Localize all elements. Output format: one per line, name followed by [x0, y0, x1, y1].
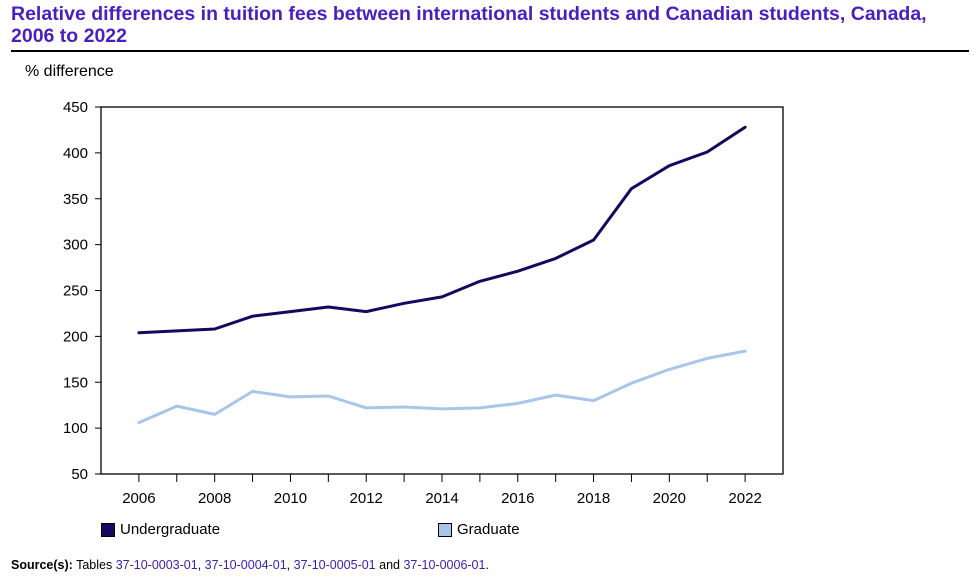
data-point-graduate — [175, 404, 178, 408]
y-tick-label: 400 — [63, 145, 88, 162]
x-tick-label: 2006 — [122, 490, 155, 507]
x-tick-label: 2008 — [198, 490, 231, 507]
source-sep-1: , — [197, 558, 205, 572]
data-point-undergraduate — [743, 125, 747, 129]
series-line-graduate — [137, 349, 747, 425]
legend-item-undergraduate: Undergraduate — [101, 521, 220, 538]
y-tick-label: 450 — [63, 99, 88, 116]
data-point-undergraduate — [402, 302, 406, 305]
y-tick-label: 50 — [71, 466, 88, 483]
legend-item-graduate: Graduate — [438, 521, 520, 538]
data-point-undergraduate — [478, 280, 482, 283]
y-tick-label: 100 — [63, 420, 88, 437]
data-point-graduate — [592, 399, 595, 402]
source-link-table-3[interactable]: 37-10-0005-01 — [293, 558, 376, 572]
data-point-undergraduate — [251, 314, 254, 318]
y-tick-label: 150 — [63, 374, 88, 391]
source-sep-3: and — [375, 558, 404, 572]
data-point-undergraduate — [213, 327, 216, 331]
data-point-graduate — [402, 405, 406, 409]
data-point-graduate — [440, 407, 444, 411]
data-point-undergraduate — [592, 238, 595, 242]
y-tick-label: 200 — [63, 328, 88, 345]
y-tick-label: 350 — [63, 191, 88, 208]
data-point-graduate — [668, 368, 671, 371]
y-tick-label: 300 — [63, 237, 88, 254]
series-line-undergraduate — [137, 125, 747, 335]
x-tick-label: 2018 — [577, 490, 610, 507]
data-point-undergraduate — [706, 150, 709, 154]
data-point-graduate — [706, 357, 709, 360]
data-point-undergraduate — [175, 329, 178, 333]
x-tick-label: 2020 — [653, 490, 686, 507]
source-prefix: Tables — [72, 558, 116, 572]
x-tick-label: 2010 — [274, 490, 307, 507]
source-sep-2: , — [286, 558, 294, 572]
data-point-graduate — [554, 393, 557, 397]
source-link-table-2[interactable]: 37-10-0004-01 — [204, 558, 287, 572]
data-point-undergraduate — [440, 295, 444, 299]
y-axis-label: % difference — [25, 63, 114, 80]
data-point-graduate — [630, 381, 633, 385]
x-tick-label: 2012 — [350, 490, 383, 507]
data-point-undergraduate — [289, 310, 292, 313]
legend-label-graduate: Graduate — [457, 521, 520, 538]
data-point-graduate — [251, 390, 254, 393]
source-label: Source(s): — [11, 558, 73, 572]
data-point-undergraduate — [516, 270, 519, 273]
x-tick-label: 2014 — [425, 490, 458, 507]
x-tick-label: 2022 — [728, 490, 761, 507]
data-point-graduate — [289, 395, 292, 399]
source-link-table-4[interactable]: 37-10-0006-01 — [403, 558, 486, 572]
data-point-undergraduate — [365, 310, 368, 313]
chart-title: Relative differences in tuition fees bet… — [11, 3, 927, 47]
data-point-undergraduate — [668, 164, 671, 167]
legend-label-undergraduate: Undergraduate — [120, 521, 221, 538]
y-tick-label: 250 — [63, 283, 88, 300]
legend-swatch-graduate — [438, 522, 452, 537]
title-divider — [11, 50, 969, 52]
data-point-graduate — [327, 394, 330, 398]
legend-swatch-undergraduate — [101, 522, 115, 537]
data-point-undergraduate — [630, 187, 633, 190]
source-note: Source(s): Tables 37-10-0003-01, 37-10-0… — [11, 558, 489, 572]
data-point-undergraduate — [327, 305, 330, 309]
data-point-graduate — [478, 406, 482, 410]
data-point-undergraduate — [554, 257, 557, 260]
data-point-graduate — [137, 421, 141, 424]
data-point-graduate — [743, 349, 747, 353]
source-suffix: . — [485, 558, 489, 572]
data-point-undergraduate — [137, 331, 141, 334]
data-point-graduate — [213, 413, 216, 416]
data-point-graduate — [516, 402, 519, 405]
x-tick-label: 2016 — [501, 490, 534, 507]
source-link-table-1[interactable]: 37-10-0003-01 — [115, 558, 198, 572]
data-point-graduate — [365, 406, 368, 410]
